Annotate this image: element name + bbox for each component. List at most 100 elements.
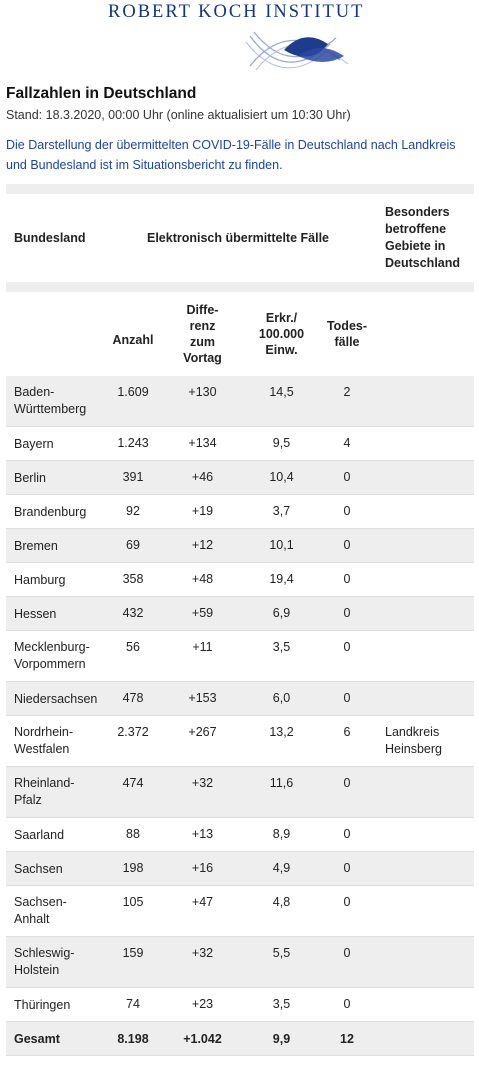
table-row: Bayern 1.243 +134 9,5 4 [6,427,474,461]
stand-timestamp: Stand: 18.3.2020, 00:00 Uhr (online aktu… [6,108,351,122]
cell-anzahl: 1.243 [117,436,149,450]
cell-bundesland: Bremen [14,538,58,553]
cell-erkr: 4,9 [272,861,291,875]
cell-gebiete: Landkreis Heinsberg [385,725,442,756]
cell-erkr: 3,7 [272,504,291,518]
total-anzahl: 8.198 [117,1031,149,1046]
cell-anzahl: 69 [126,538,140,552]
cell-differenz: +153 [188,691,217,705]
cell-todesfaelle: 0 [343,504,351,518]
cell-todesfaelle: 2 [343,385,351,399]
header-todesfaelle: Todes- fälle [326,319,368,349]
table-row: Saarland 88 +13 8,9 0 [6,818,474,852]
cell-todesfaelle: 0 [343,827,351,841]
cell-anzahl: 159 [122,946,144,960]
table-row: Bremen 69 +12 10,1 0 [6,529,474,563]
table-row: Schleswig- Holstein 159 +32 5,5 0 [6,937,474,988]
cell-bundesland: Hamburg [14,572,66,587]
intro-line-2[interactable]: und Bundesland ist im Situationsbericht … [6,158,283,172]
cell-anzahl: 198 [122,861,144,875]
cell-bundesland: Niedersachsen [14,691,98,706]
table-row: Brandenburg 92 +19 3,7 0 [6,495,474,529]
cell-erkr: 4,8 [272,895,291,909]
cell-anzahl: 391 [122,470,144,484]
cell-erkr: 10,4 [269,470,294,484]
cell-differenz: +11 [192,640,213,654]
institute-logo-text: ROBERT KOCH INSTITUT [108,2,365,22]
table-top-band [6,184,474,194]
cell-erkr: 11,6 [269,776,294,790]
header: ROBERT KOCH INSTITUT [0,0,479,78]
cell-erkr: 3,5 [272,640,291,654]
cell-erkr: 3,5 [272,997,291,1011]
sub-header-row: Anzahl Diffe- renz zum Vortag Erkr./ 100… [6,292,474,376]
cell-anzahl: 478 [122,691,144,705]
cell-anzahl: 74 [126,997,140,1011]
cell-bundesland: Mecklenburg- Vorpommern [14,640,90,671]
cell-differenz: +267 [188,725,217,739]
header-elektronisch: Elektronisch übermittelte Fälle [147,231,329,245]
cell-todesfaelle: 0 [343,946,351,960]
cell-bundesland: Saarland [14,827,65,842]
rki-logo-icon [245,31,349,71]
total-diff: +1.042 [183,1031,222,1046]
cell-anzahl: 474 [122,776,144,790]
table-row: Niedersachsen 478 +153 6,0 0 [6,682,474,716]
cell-differenz: +19 [191,504,214,518]
cell-erkr: 19,4 [269,572,294,586]
cell-bundesland: Sachsen- Anhalt [14,895,67,926]
cell-bundesland: Baden- Württemberg [14,385,87,416]
cell-erkr: 8,9 [272,827,291,841]
cell-erkr: 9,5 [272,436,291,450]
case-table: Bundesland Elektronisch übermittelte Fäl… [6,184,474,1056]
table-row: Nordrhein- Westfalen 2.372 +267 13,2 6 Landkre… [6,716,474,767]
cell-bundesland: Nordrhein- Westfalen [14,725,74,756]
total-label: Gesamt [14,1031,60,1046]
cell-todesfaelle: 0 [343,470,351,484]
intro-link[interactable]: Die Darstellung der übermittelten COVID-… [6,135,474,175]
cell-todesfaelle: 0 [343,691,351,705]
total-row: Gesamt 8.198 +1.042 9,9 12 [6,1022,474,1056]
cell-differenz: +12 [191,538,214,552]
page-title: Fallzahlen in Deutschland [6,85,197,102]
cell-differenz: +134 [188,436,217,450]
table-body: Baden- Württemberg 1.609 +130 14,5 2 Bayern 1.2… [6,376,474,1022]
total-tod: 12 [340,1031,354,1046]
header-differenz: Diffe- renz zum Vortag [183,303,222,365]
cell-differenz: +16 [191,861,214,875]
cell-anzahl: 105 [122,895,144,909]
cell-differenz: +32 [191,776,214,790]
cell-erkr: 6,0 [272,691,291,705]
cell-bundesland: Berlin [14,470,46,485]
cell-anzahl: 432 [122,606,144,620]
table-row: Hamburg 358 +48 19,4 0 [6,563,474,597]
cell-todesfaelle: 4 [343,436,351,450]
table-row: Berlin 391 +46 10,4 0 [6,461,474,495]
intro-line-1[interactable]: Die Darstellung der übermittelten COVID-… [6,138,456,152]
table-row: Sachsen- Anhalt 105 +47 4,8 0 [6,886,474,937]
group-header-row: Bundesland Elektronisch übermittelte Fäl… [6,194,474,282]
cell-todesfaelle: 0 [343,538,351,552]
cell-erkr: 13,2 [269,725,294,739]
cell-anzahl: 358 [122,572,144,586]
cell-anzahl: 88 [126,827,140,841]
table-row: Mecklenburg- Vorpommern 56 +11 3,5 0 [6,631,474,682]
cell-erkr: 5,5 [272,946,291,960]
cell-todesfaelle: 0 [343,997,351,1011]
cell-bundesland: Brandenburg [14,504,87,519]
header-bundesland: Bundesland [14,231,86,245]
cell-todesfaelle: 0 [343,895,351,909]
cell-differenz: +23 [191,997,214,1011]
cell-erkr: 14,5 [269,385,294,399]
cell-todesfaelle: 0 [343,572,351,586]
cell-todesfaelle: 0 [343,606,351,620]
header-erkr: Erkr./ 100.000 Einw. [258,311,305,357]
cell-todesfaelle: 6 [343,725,351,739]
cell-differenz: +59 [191,606,214,620]
cell-bundesland: Rheinland- Pfalz [14,776,75,807]
cell-erkr: 6,9 [272,606,291,620]
cell-bundesland: Thüringen [14,997,71,1012]
cell-bundesland: Sachsen [14,861,63,876]
table-row: Hessen 432 +59 6,9 0 [6,597,474,631]
table-row: Rheinland- Pfalz 474 +32 11,6 0 [6,767,474,818]
